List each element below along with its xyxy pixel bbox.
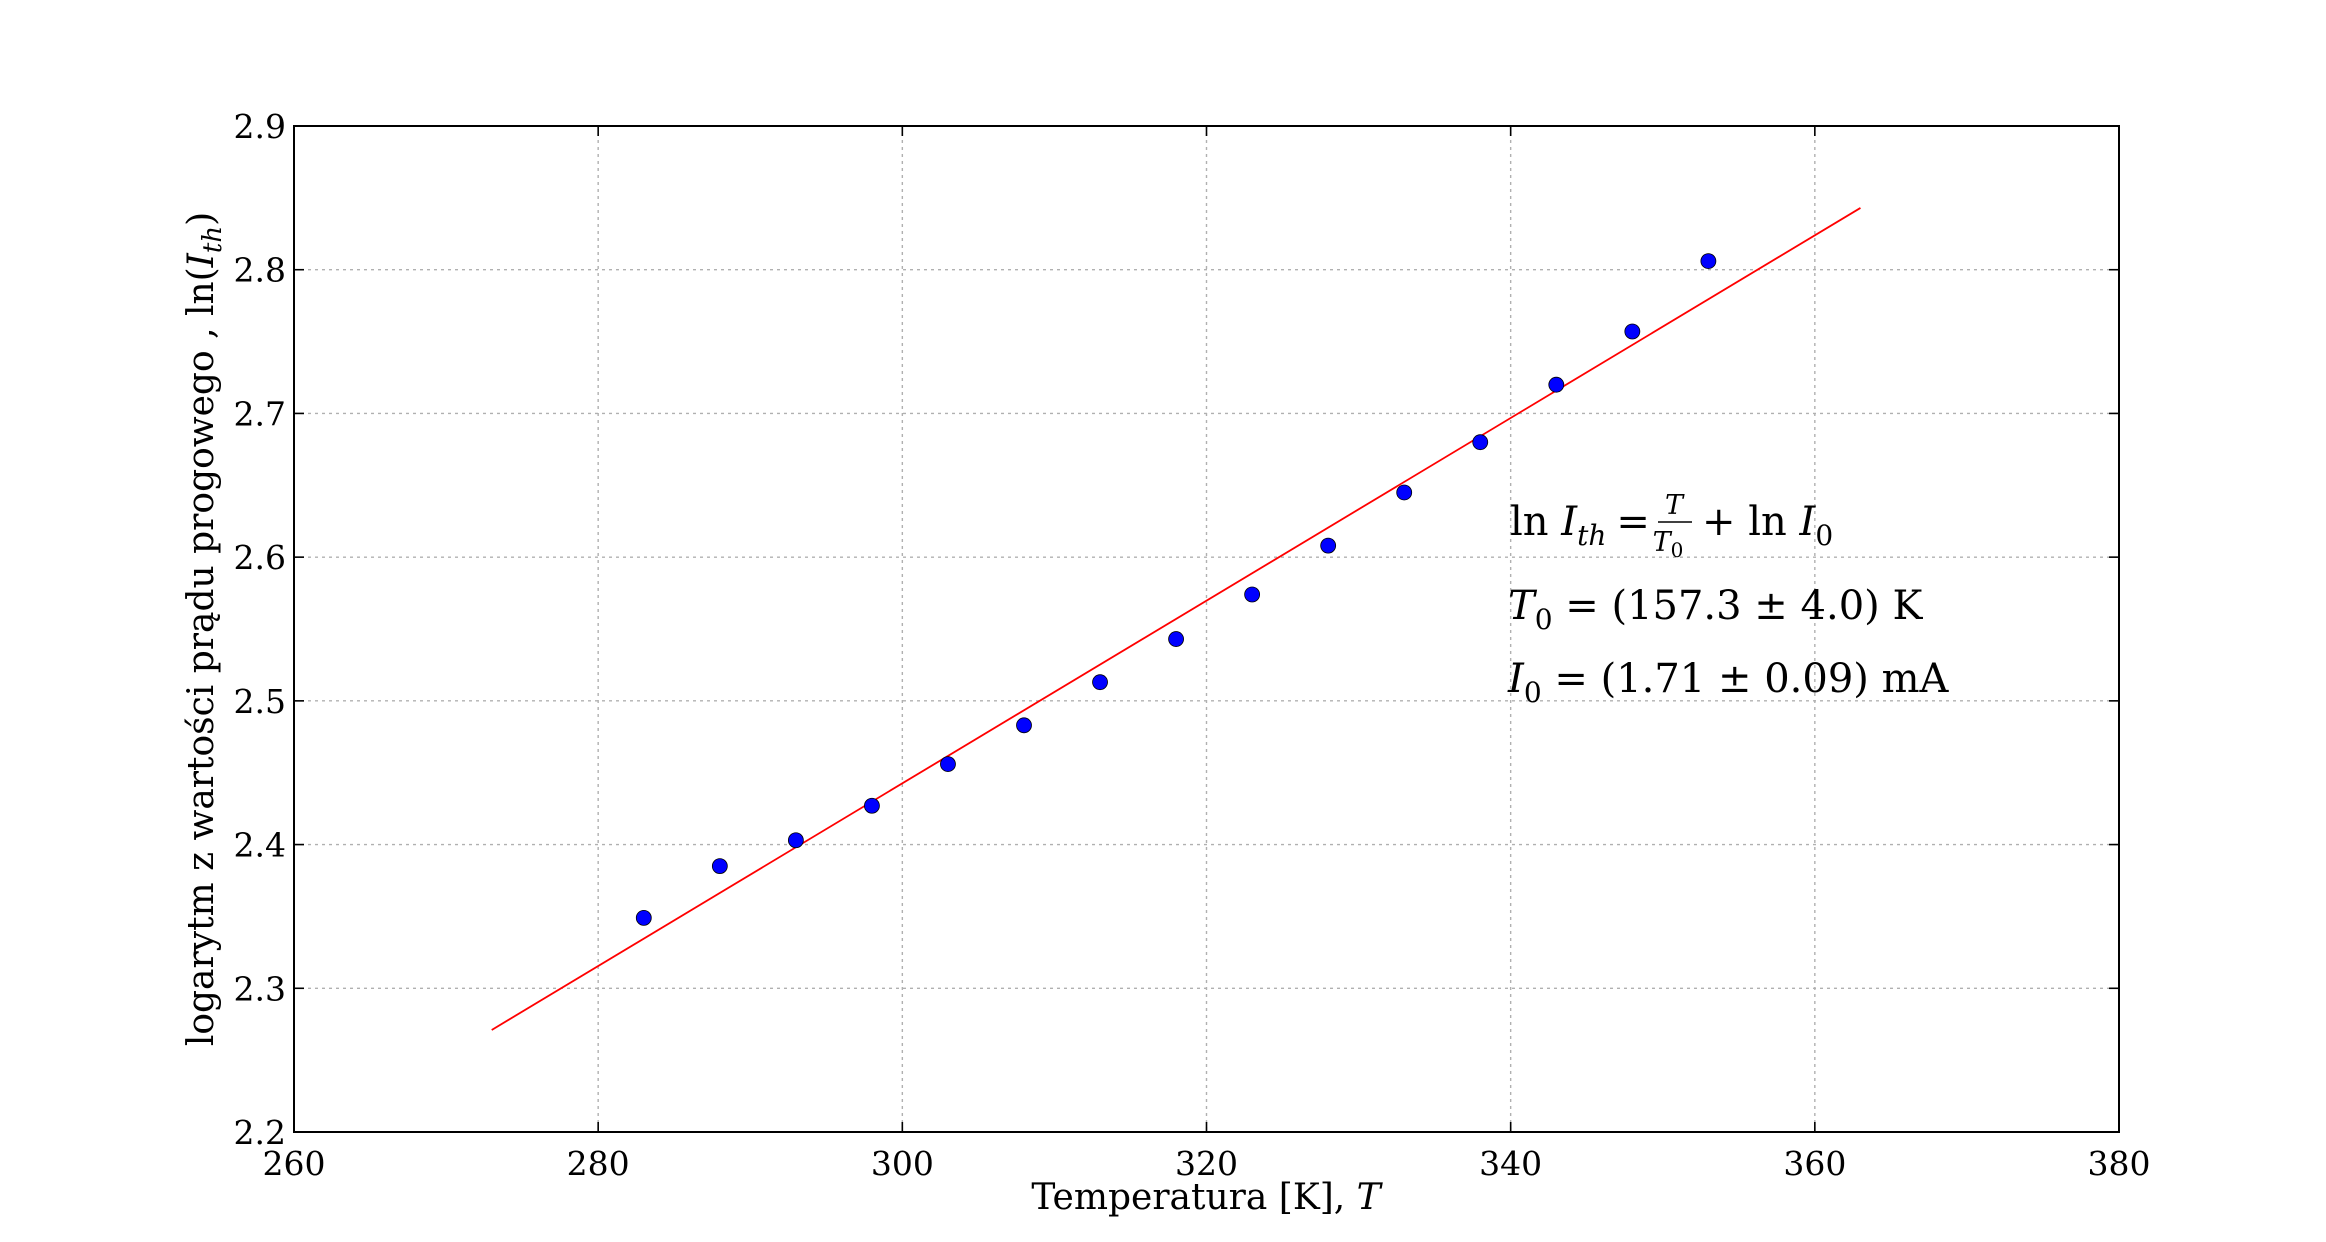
data-points-layer [635,253,1717,926]
data-point [1168,631,1184,647]
y-axis-label: logarytm z wartości prądu progowego , ln… [181,212,228,1046]
data-point [1396,484,1413,501]
x-tick-label: 340 [1479,1144,1542,1183]
svg-text:T: T [1665,490,1685,521]
x-tick-label: 380 [2088,1144,2151,1183]
fit-formula-annotation: ln Ith = T T0 + ln I0 [1510,490,1833,562]
data-point [940,756,956,772]
y-tick-label: 2.8 [234,251,286,290]
data-point [1700,253,1717,269]
data-point [1472,434,1489,451]
data-point [1092,674,1108,691]
data-point [1320,537,1337,554]
y-tick-labels: 2.2 2.3 2.4 2.5 2.6 2.7 2.8 2.9 [234,107,286,1152]
data-point [787,832,804,849]
x-tick-label: 280 [567,1144,630,1183]
y-tick-label: 2.7 [234,394,286,433]
y-tick-label: 2.3 [234,969,286,1008]
data-point [1548,376,1565,393]
i0-annotation: I0 = (1.71 ± 0.09) mA [1507,656,1950,709]
y-tick-label: 2.2 [234,1113,286,1152]
x-tick-labels: 260 280 300 320 340 360 380 [263,1144,2151,1183]
y-tick-label: 2.5 [234,682,286,721]
data-point [635,909,652,926]
y-tick-label: 2.4 [234,826,286,865]
svg-text:ln Ith=: ln Ith = [1510,499,1650,552]
t0-annotation: T0 = (157.3 ± 4.0) K [1508,583,1923,636]
data-point [1624,323,1641,340]
y-tick-label: 2.9 [234,107,286,146]
x-tick-label: 360 [1783,1144,1846,1183]
x-tick-label: 300 [871,1144,934,1183]
data-point [864,797,880,814]
data-point [711,858,728,875]
fit-line-layer [491,207,1861,1031]
grid [294,126,2119,1132]
svg-text:+ ln I0: + ln I0 [1702,499,1833,552]
y-tick-label: 2.6 [234,538,286,577]
x-axis-label: Temperatura [K], T [1031,1177,1383,1218]
plot-frame [293,125,2120,1133]
svg-text:T0: T0 [1653,527,1684,562]
x-tick-label: 320 [1175,1144,1238,1183]
data-point [1244,586,1261,603]
fit-line [491,207,1861,1031]
x-tick-label: 260 [263,1144,326,1183]
data-point [1016,717,1032,734]
